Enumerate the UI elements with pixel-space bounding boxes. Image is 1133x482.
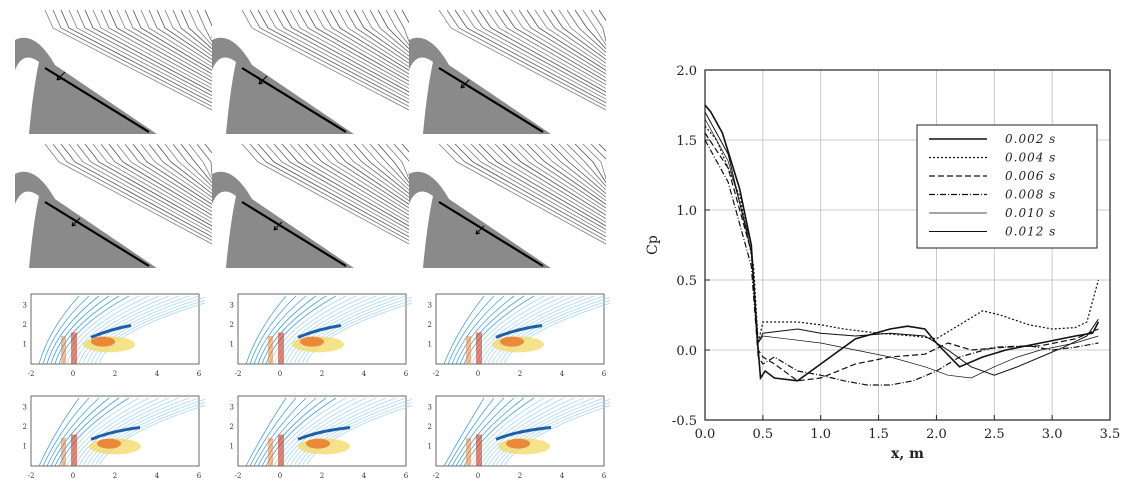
- contour-y-tick-label: 3: [428, 404, 432, 412]
- pressure-contour-panel: -2 0 2 4 6 1 2 3: [230, 293, 412, 378]
- contour-y-tick-label: 3: [23, 302, 27, 310]
- contour-x-tick-label: 0: [278, 472, 282, 480]
- contour-x-tick-label: 2: [113, 472, 117, 480]
- x-tick-label: 0.5: [753, 427, 774, 442]
- legend-label: 0.010 s: [1005, 206, 1056, 220]
- contour-x-tick-label: -2: [28, 370, 35, 378]
- legend-box: [916, 124, 1098, 249]
- contour-y-tick-label: 1: [23, 443, 27, 451]
- contour-y-tick-label: 2: [23, 321, 27, 329]
- contour-y-tick-label: 2: [23, 423, 27, 431]
- contour-y-tick-label: 2: [428, 423, 432, 431]
- velocity-vector-panel: [212, 144, 409, 268]
- contour-x-tick-label: 4: [155, 472, 160, 480]
- plot-frame: [704, 69, 1111, 421]
- contour-y-tick-label: 2: [428, 321, 432, 329]
- series-line: [704, 125, 1099, 344]
- x-tick-label: 2.0: [926, 427, 947, 442]
- contour-x-tick-label: 6: [404, 472, 409, 480]
- series-line: [704, 104, 1100, 382]
- legend-label: 0.006 s: [1005, 169, 1056, 183]
- contour-x-tick-label: 0: [476, 370, 480, 378]
- legend-label: 0.008 s: [1005, 188, 1056, 202]
- x-tick-label: 0.0: [695, 427, 716, 442]
- contour-y-tick-label: 2: [230, 321, 234, 329]
- series-line: [704, 111, 1099, 376]
- legend-label: 0.002 s: [1005, 132, 1056, 146]
- contour-y-tick-label: 1: [428, 443, 432, 451]
- series-line: [704, 139, 1099, 386]
- contour-x-tick-label: 4: [560, 370, 565, 378]
- x-axis-label: x, m: [891, 446, 924, 462]
- contour-x-tick-label: -2: [235, 370, 242, 378]
- velocity-vector-panel: [15, 10, 212, 134]
- contour-y-tick-label: 1: [428, 341, 432, 349]
- cp-line-chart: 0.0 0.5 1.0 1.5 2.0 2.5 3.0 3.5-0.50.00.51.01.5…: [645, 64, 1121, 462]
- contour-x-tick-label: -2: [433, 370, 440, 378]
- contour-x-tick-label: 4: [155, 370, 160, 378]
- pressure-contour-panel: -2 0 2 4 6 1 2 3: [23, 395, 205, 480]
- contour-x-tick-label: -2: [28, 472, 35, 480]
- pressure-contour-panel: -2 0 2 4 6 1 2 3: [230, 395, 412, 480]
- x-tick-label: 1.0: [810, 427, 831, 442]
- contour-y-tick-label: 3: [230, 302, 234, 310]
- contour-x-tick-label: 6: [602, 472, 607, 480]
- velocity-vector-panel: [15, 144, 212, 268]
- contour-x-tick-label: 6: [602, 370, 607, 378]
- velocity-vector-panel: [409, 144, 606, 268]
- contour-x-tick-label: 2: [518, 370, 522, 378]
- contour-x-tick-label: 4: [362, 472, 367, 480]
- contour-y-tick-label: 3: [230, 404, 234, 412]
- contour-y-tick-label: 3: [428, 302, 432, 310]
- y-tick-label: 2.0: [676, 64, 697, 79]
- contour-x-tick-label: 0: [278, 370, 282, 378]
- velocity-vector-panel: [409, 10, 606, 134]
- legend: 0.002 s 0.004 s 0.006 s 0.008 s 0.010 s 0.012…: [916, 124, 1098, 249]
- contour-x-tick-label: 2: [320, 370, 324, 378]
- y-tick-label: 1.5: [676, 134, 697, 149]
- contour-x-tick-label: 0: [476, 472, 480, 480]
- contour-x-tick-label: 0: [71, 472, 75, 480]
- contour-x-tick-label: 6: [197, 472, 202, 480]
- contour-x-tick-label: -2: [235, 472, 242, 480]
- contour-x-tick-label: 2: [518, 472, 522, 480]
- pressure-contour-panel: -2 0 2 4 6 1 2 3: [428, 395, 610, 480]
- y-tick-label: -0.5: [672, 414, 697, 429]
- contour-x-tick-label: 4: [362, 370, 367, 378]
- pressure-contour-panel: -2 0 2 4 6 1 2 3: [428, 293, 610, 378]
- x-tick-label: 3.0: [1042, 427, 1063, 442]
- contour-x-tick-label: 2: [113, 370, 117, 378]
- contour-x-tick-label: 6: [404, 370, 409, 378]
- contour-y-tick-label: 2: [230, 423, 234, 431]
- contour-x-tick-label: 4: [560, 472, 565, 480]
- contour-x-tick-label: 2: [320, 472, 324, 480]
- pressure-contour-panel: -2 0 2 4 6 1 2 3: [23, 293, 205, 378]
- contour-y-tick-label: 1: [230, 443, 234, 451]
- velocity-vector-panel: [212, 10, 409, 134]
- contour-x-tick-label: 0: [71, 370, 75, 378]
- y-tick-label: 1.0: [676, 204, 697, 219]
- contour-x-tick-label: -2: [433, 472, 440, 480]
- x-tick-label: 1.5: [868, 427, 889, 442]
- y-tick-label: 0.0: [676, 344, 697, 359]
- y-tick-label: 0.5: [676, 274, 697, 289]
- contour-y-tick-label: 1: [230, 341, 234, 349]
- contour-x-tick-label: 6: [197, 370, 202, 378]
- x-tick-label: 2.5: [984, 427, 1005, 442]
- contour-y-tick-label: 1: [23, 341, 27, 349]
- legend-label: 0.004 s: [1005, 151, 1056, 165]
- x-tick-label: 3.5: [1100, 427, 1121, 442]
- contour-y-tick-label: 3: [23, 404, 27, 412]
- legend-label: 0.012 s: [1005, 225, 1056, 239]
- y-axis-label: Cp: [645, 235, 661, 255]
